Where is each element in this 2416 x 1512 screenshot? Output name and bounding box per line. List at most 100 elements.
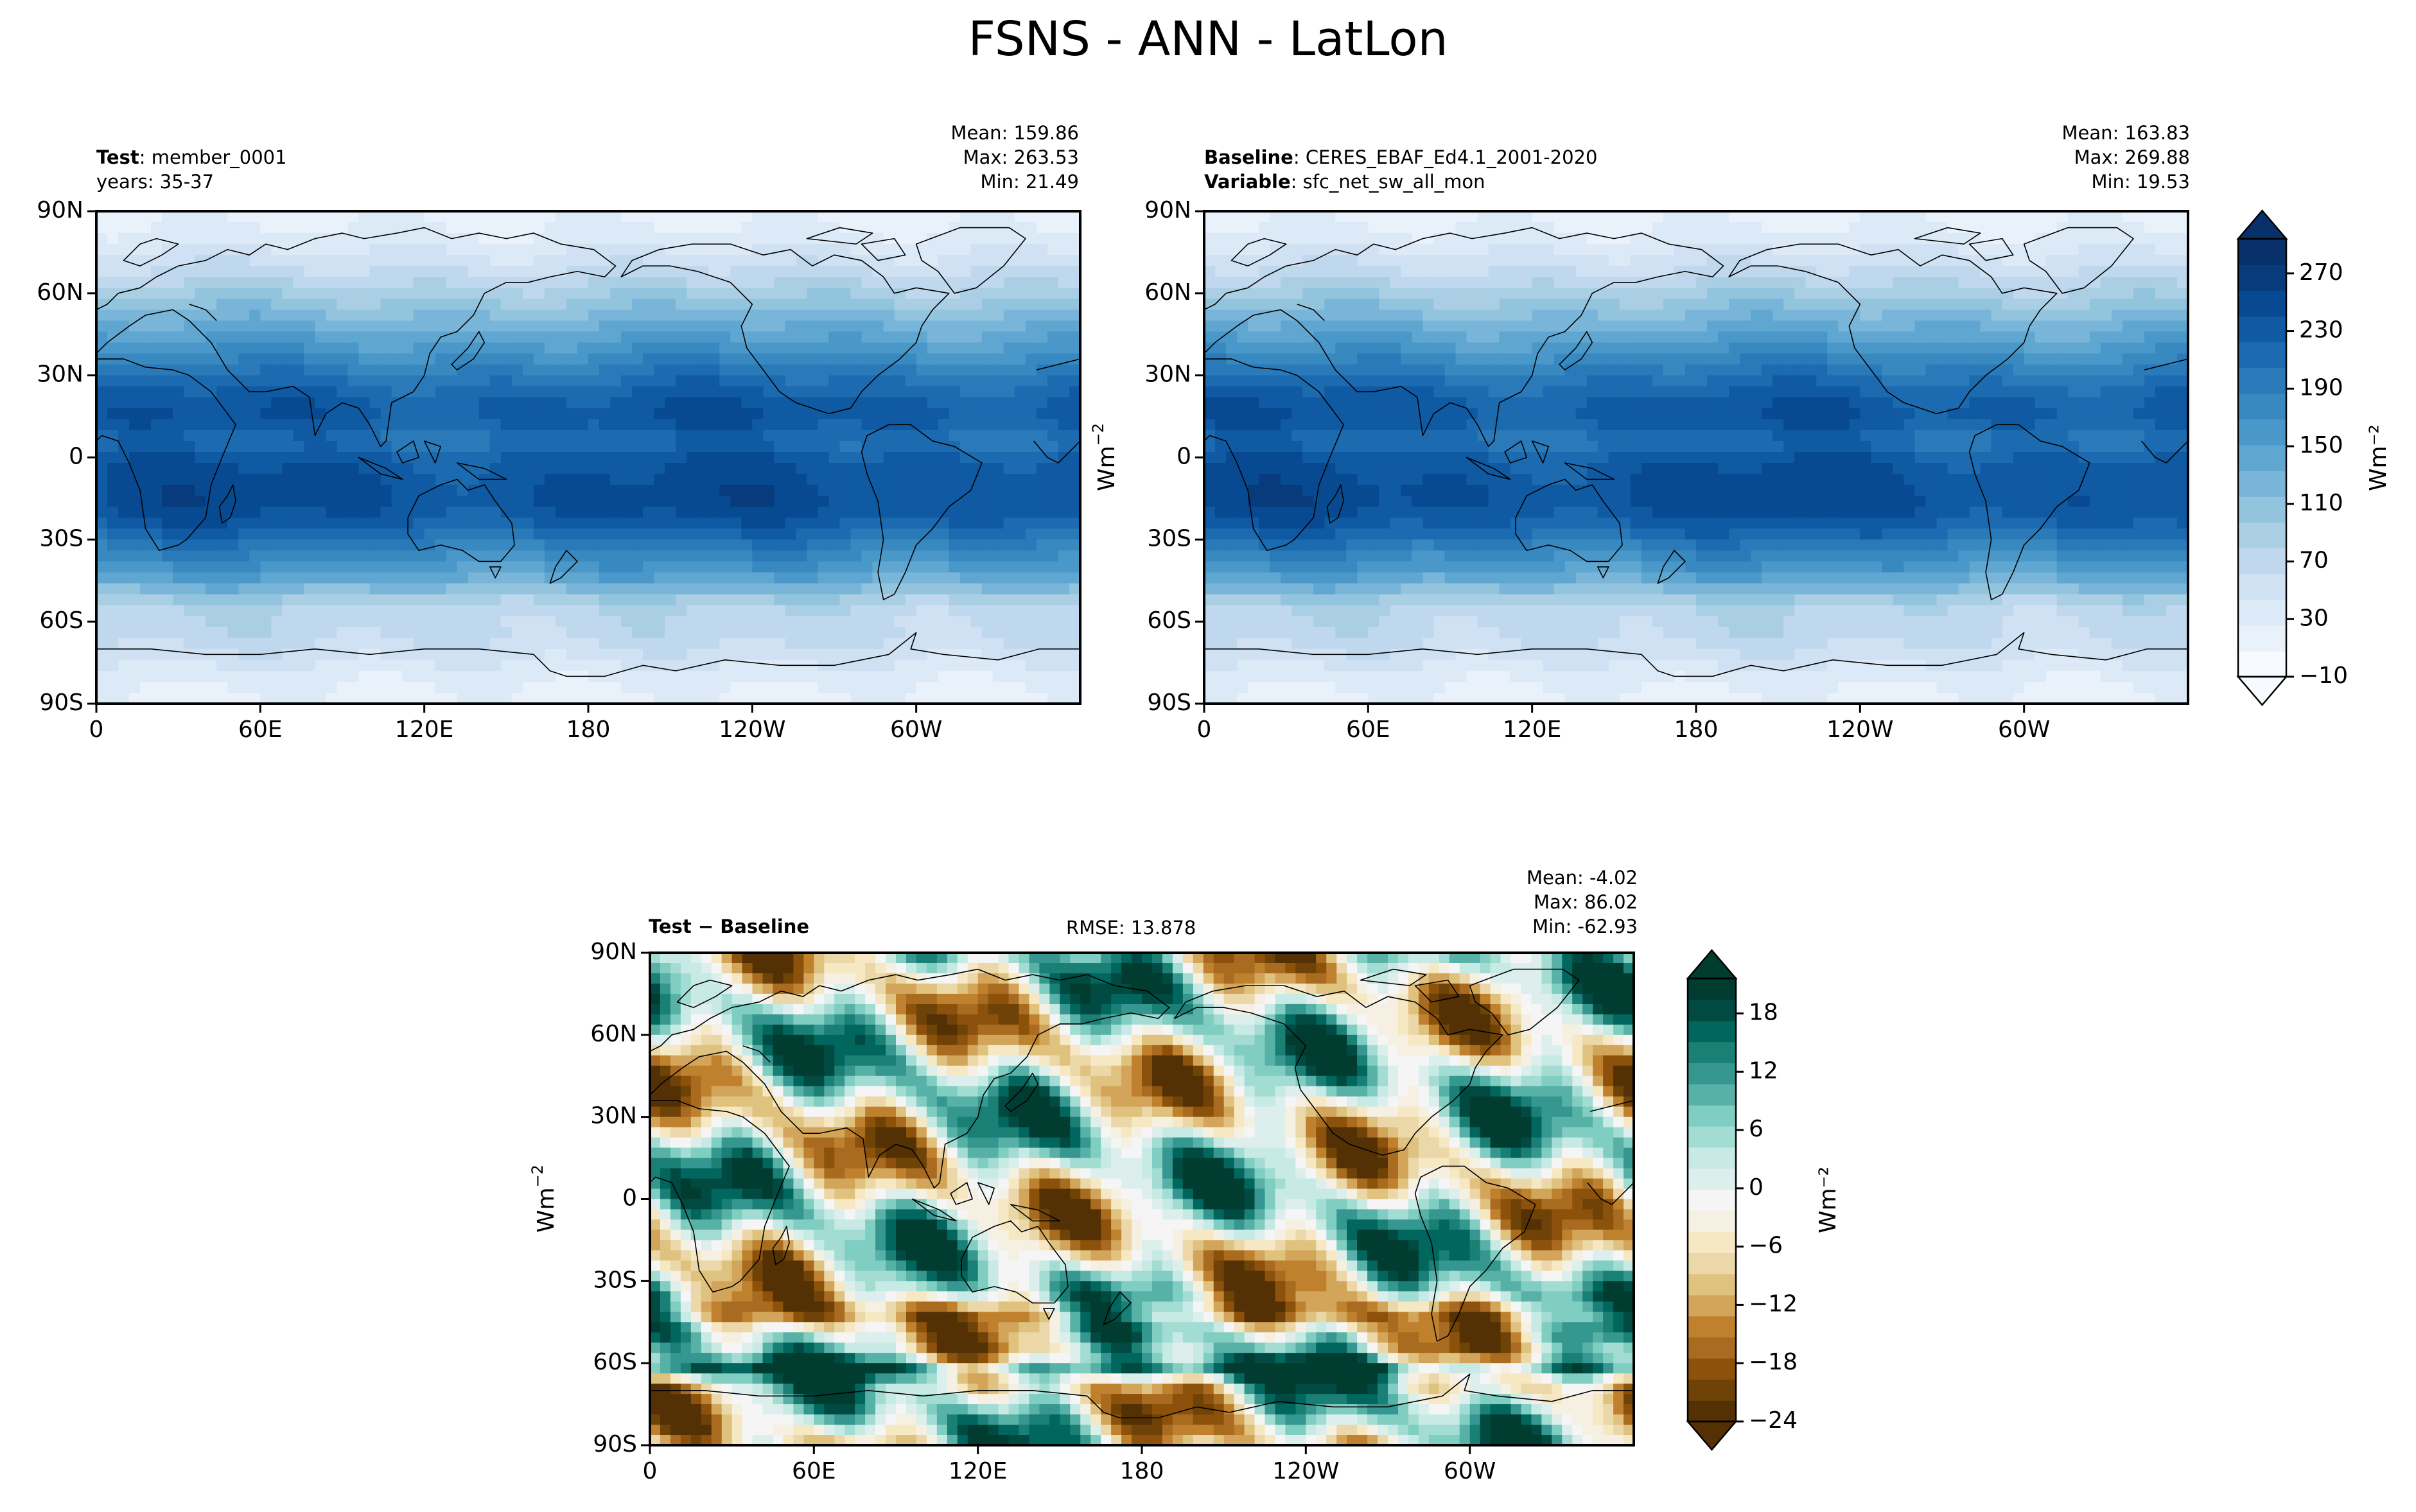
field-cell [271,342,283,354]
field-cell [872,320,884,333]
field-cell [632,659,643,672]
field-cell [129,342,141,354]
field-cell [107,408,119,420]
field-cell [140,474,152,485]
field-cell [173,353,184,365]
field-cell [184,550,195,562]
field-cell [1740,222,1751,234]
field-cell [938,517,950,530]
field-cell [697,670,710,682]
field-cell [369,517,381,530]
field-cell [687,222,699,234]
field-cell [107,419,119,431]
field-cell [1652,233,1664,245]
field-cell [938,605,950,617]
field-cell [894,244,906,256]
field-cell [938,233,950,245]
diff-mean: Mean: -4.02 [1526,867,1638,889]
field-cell [654,419,665,431]
field-cell [238,397,250,409]
field-cell [850,670,862,682]
field-cell [632,211,643,223]
field-cell [970,451,983,464]
field-cell [238,375,250,387]
field-cell [621,616,633,628]
field-cell [1281,211,1292,223]
field-cell [271,419,283,431]
field-cell [588,233,600,245]
field-cell [468,299,480,311]
field-cell [184,320,195,333]
field-cell [260,419,272,431]
field-cell [730,594,742,606]
field-cell [938,627,950,639]
field-cell [293,572,305,584]
field-cell [807,331,819,343]
field-cell [981,255,994,267]
field-cell [380,320,392,333]
field-cell [927,299,939,311]
field-cell [227,659,240,672]
field-cell [1729,266,1740,278]
field-cell [959,309,972,322]
field-cell [1619,244,1631,256]
field-cell [894,299,906,311]
field-cell [380,233,392,245]
field-cell [489,288,502,300]
field-cell [489,451,502,464]
field-cell [1510,211,1522,223]
field-cell [621,605,633,617]
field-cell [1025,233,1037,245]
field-cell [435,616,447,628]
field-cell [676,299,687,311]
field-cell [326,616,338,628]
field-cell [1036,692,1048,704]
field-cell [391,485,403,496]
field-cell [1860,266,1872,278]
field-cell [522,561,534,573]
field-cell [839,572,852,584]
field-cell [850,681,862,693]
field-cell [173,244,184,256]
field-cell [1499,233,1511,245]
field-cell [861,331,873,343]
field-cell [1036,539,1048,552]
field-cell [195,364,207,376]
field-cell [1685,233,1697,245]
field-cell [315,255,327,267]
field-cell [380,550,392,562]
field-cell [544,386,556,398]
field-cell [1069,528,1080,541]
field-cell [839,638,852,650]
field-cell [511,222,523,234]
field-cell [621,550,633,562]
field-cell [774,539,786,552]
field-cell [282,561,294,573]
field-cell [708,485,721,496]
field-cell [1291,233,1303,245]
field-cell [173,572,184,584]
field-cell [522,496,534,507]
field-cell [643,222,654,234]
field-cell [173,320,184,333]
field-cell [260,627,272,639]
field-cell [2035,266,2047,278]
field-cell [566,681,578,693]
field-cell [107,255,119,267]
field-cell [238,451,250,464]
field-cell [796,233,808,245]
field-cell [752,594,764,606]
field-cell [1014,659,1026,672]
field-cell [730,277,742,289]
field-cell [227,539,240,552]
field-cell [687,277,699,289]
field-cell [118,550,130,562]
field-cell [599,309,611,322]
field-cell [697,451,710,464]
field-cell [304,255,316,267]
field-cell [632,539,643,552]
field-cell [227,266,240,278]
field-cell [304,550,316,562]
field-cell [1969,309,1981,322]
field-cell [326,583,338,595]
